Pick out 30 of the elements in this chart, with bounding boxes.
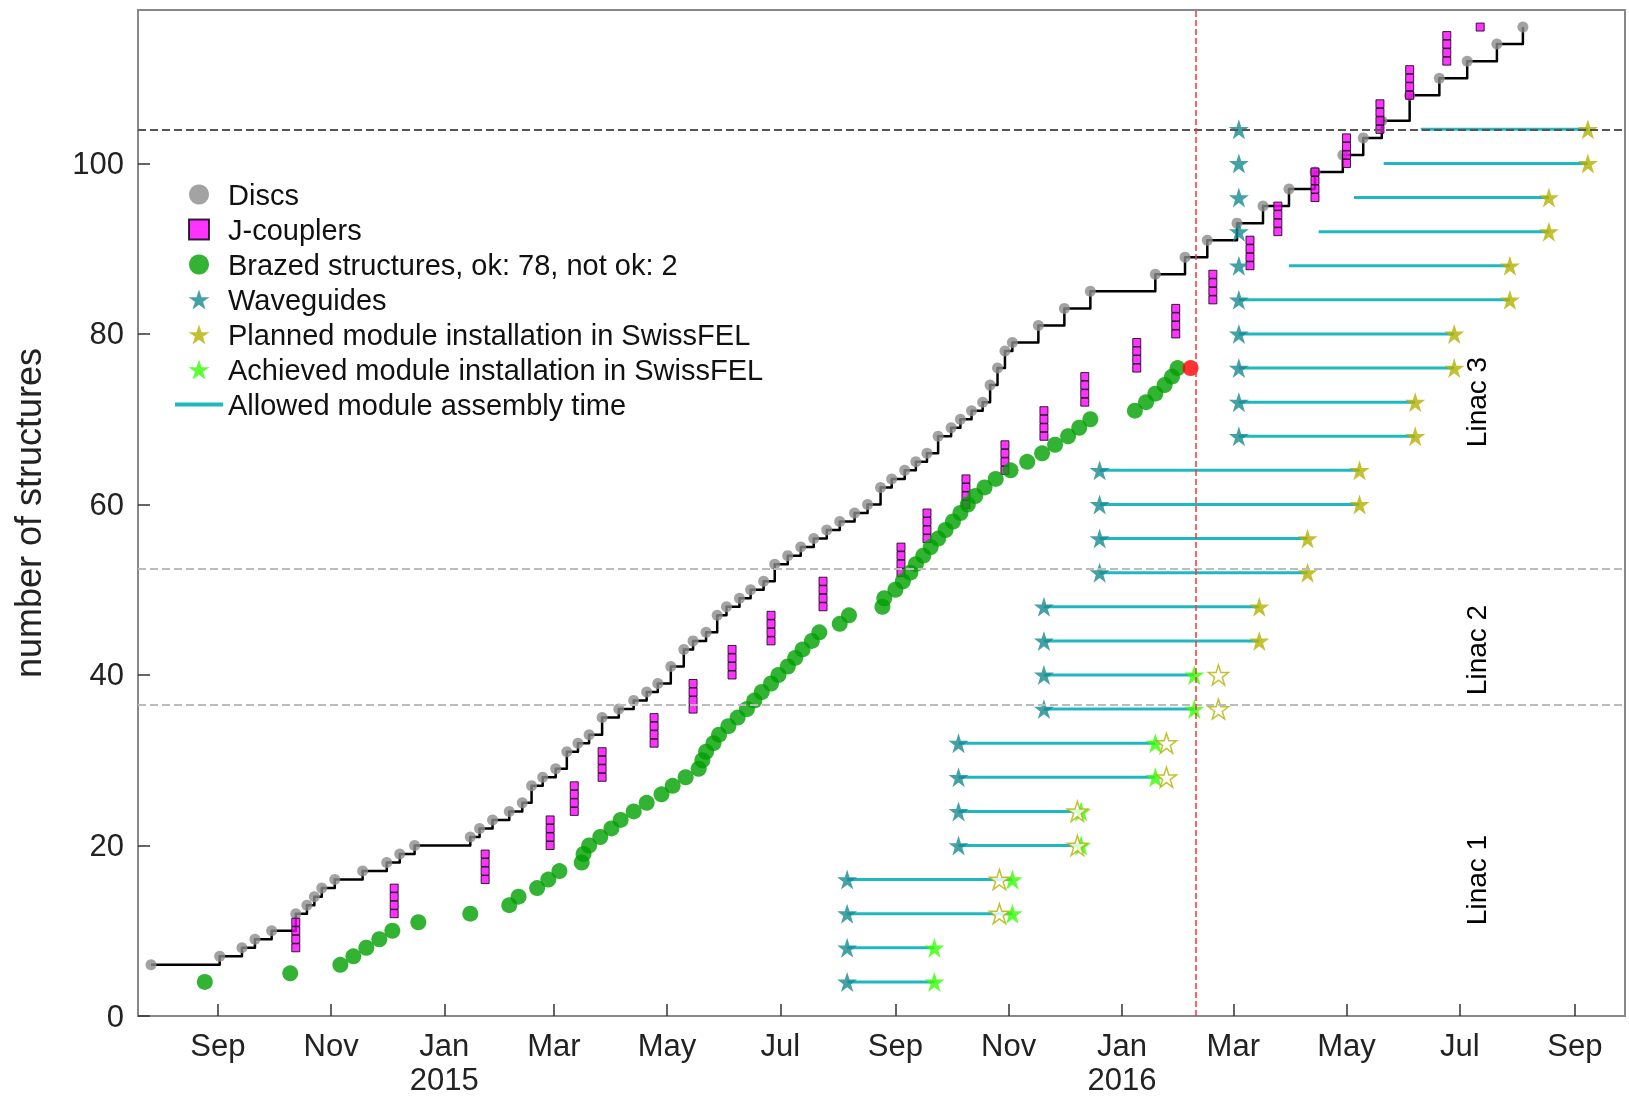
x-tick-label: Jul	[760, 1027, 801, 1063]
legend-label: J-couplers	[228, 213, 362, 246]
y-axis-title: number of structures	[7, 347, 49, 679]
x-tick-label: Jul	[1439, 1027, 1480, 1063]
x-tick-label: Nov	[303, 1027, 360, 1063]
legend-label: Brazed structures, ok: 78, not ok: 2	[228, 248, 678, 281]
x-tick-label: May	[637, 1027, 697, 1063]
y-tick-label: 80	[89, 316, 124, 352]
annotation: Linac 1	[1460, 834, 1492, 926]
annotation: Linac 2	[1460, 604, 1492, 696]
y-tick-label: 60	[89, 486, 124, 522]
legend-label: Planned module installation in SwissFEL	[228, 318, 751, 351]
x-tick-label: Jan 2016	[1087, 1027, 1157, 1097]
x-tick-label: Jan 2015	[409, 1027, 479, 1097]
x-tick-label: Sep	[867, 1027, 924, 1063]
y-tick-label: 20	[89, 827, 124, 863]
annotation: Linac 3	[1460, 356, 1492, 448]
x-tick-label: Mar	[1206, 1027, 1260, 1063]
x-tick-label: Sep	[1547, 1027, 1603, 1063]
x-tick-label: Mar	[527, 1027, 581, 1063]
legend-label: Waveguides	[228, 283, 387, 316]
y-tick-label: 40	[89, 657, 124, 693]
y-tick-label: 0	[106, 998, 124, 1034]
legend-label: Discs	[228, 178, 299, 211]
legend-label: Allowed module assembly time	[228, 388, 627, 421]
y-tick-label: 100	[72, 145, 124, 181]
x-tick-label: Sep	[190, 1027, 246, 1063]
x-tick-label: May	[1317, 1027, 1377, 1063]
legend-label: Achieved module installation in SwissFEL	[228, 353, 764, 386]
x-tick-label: Nov	[981, 1027, 1037, 1063]
